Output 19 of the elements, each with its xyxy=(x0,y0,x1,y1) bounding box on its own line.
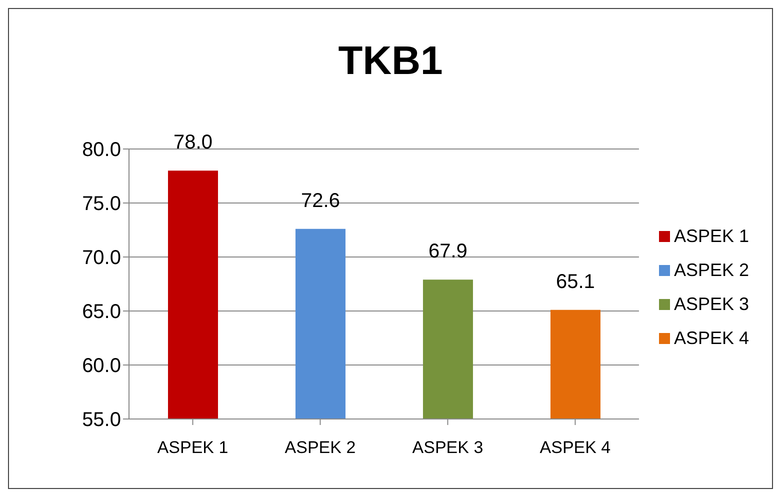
y-tick-label: 60.0 xyxy=(82,355,121,378)
chart-title: TKB1 xyxy=(337,39,444,84)
legend-label: ASPEK 4 xyxy=(674,328,749,348)
x-tick-label: ASPEK 4 xyxy=(540,438,611,458)
data-label: 72.6 xyxy=(301,190,340,212)
x-tick-label: ASPEK 1 xyxy=(157,438,228,458)
data-label: 78.0 xyxy=(174,132,212,154)
y-tick-label: 80.0 xyxy=(82,139,121,162)
x-tick-label: ASPEK 2 xyxy=(284,438,356,458)
x-tick-label: ASPEK 3 xyxy=(412,438,484,458)
data-label: 67.9 xyxy=(428,240,468,263)
legend-label: ASPEK 1 xyxy=(674,226,749,246)
y-tick-label: 70.0 xyxy=(82,247,121,270)
data-label: 65.1 xyxy=(556,270,595,293)
legend-label: ASPEK 3 xyxy=(674,294,749,314)
y-tick-label: 65.0 xyxy=(82,301,121,324)
y-tick-label: 75.0 xyxy=(82,193,121,216)
y-tick-label: 55.0 xyxy=(82,409,121,432)
legend-label: ASPEK 2 xyxy=(674,260,749,280)
